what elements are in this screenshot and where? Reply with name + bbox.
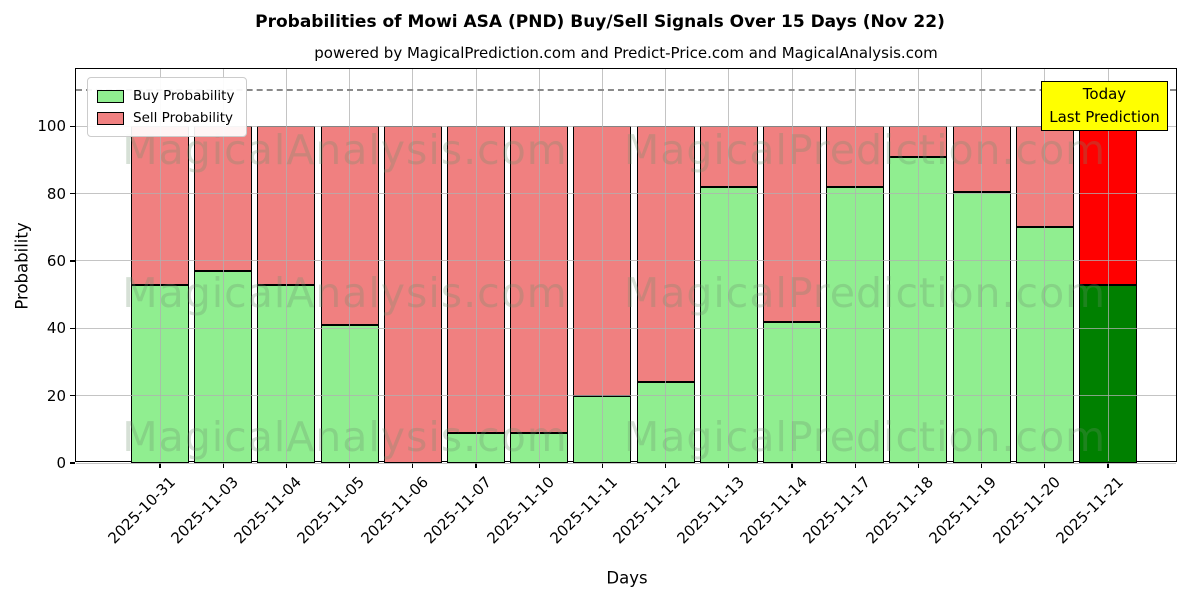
plot-area: Buy Probability Sell Probability Today L… (37, 68, 1177, 547)
annotation-line-2: Last Prediction (1049, 108, 1160, 126)
x-tick-mark-2025-11-10 (538, 463, 540, 468)
y-tick-label-80: 80 (46, 184, 66, 203)
x-tick-label-2025-11-17: 2025-11-17 (799, 473, 874, 548)
x-tick-label-2025-11-05: 2025-11-05 (293, 473, 369, 548)
v-gridline-2025-11-05 (349, 69, 351, 461)
x-tick-label-2025-11-10: 2025-11-10 (483, 473, 558, 548)
x-tick-mark-2025-11-04 (285, 463, 288, 468)
y-tick-label-20: 20 (46, 386, 66, 405)
x-tick-mark-2025-11-17 (854, 463, 856, 468)
v-gridline-2025-11-11 (601, 69, 603, 461)
x-tick-mark-2025-11-07 (475, 463, 477, 468)
y-tick-label-60: 60 (46, 251, 66, 270)
y-tick-label-40: 40 (46, 319, 66, 338)
v-gridline-2025-11-20 (1044, 69, 1046, 461)
y-tick-mark-60 (70, 260, 75, 262)
h-gridline-100 (76, 125, 1176, 127)
v-gridline-2025-11-14 (791, 69, 793, 461)
legend-item-buy: Buy Probability (97, 85, 234, 107)
x-tick-mark-2025-11-03 (222, 463, 224, 468)
y-tick-mark-80 (70, 192, 75, 195)
y-tick-mark-40 (70, 327, 75, 329)
watermark-left-row3: MagicalAnalysis.com (122, 413, 568, 461)
x-tick-label-2025-11-04: 2025-11-04 (230, 473, 306, 548)
y-tick-mark-20 (70, 394, 75, 397)
y-tick-mark-100 (70, 125, 75, 127)
v-gridline-2025-11-04 (285, 69, 287, 461)
sell-color-swatch (97, 111, 124, 125)
v-gridline-2025-11-19 (981, 69, 983, 461)
h-gridline-60 (76, 260, 1176, 262)
v-gridline-2025-11-06 (412, 69, 414, 461)
x-tick-label-2025-11-11: 2025-11-11 (546, 473, 622, 548)
watermark-right-row2: MagicalPrediction.com (623, 269, 1107, 317)
v-gridline-2025-11-10 (538, 69, 540, 461)
x-tick-label-2025-11-19: 2025-11-19 (925, 473, 1001, 548)
x-axis-label: Days (606, 568, 648, 588)
x-tick-mark-2025-11-20 (1044, 463, 1046, 468)
x-tick-label-2025-11-20: 2025-11-20 (989, 473, 1064, 548)
x-tick-mark-2025-11-12 (664, 463, 667, 468)
upper-dashed-guide-line (76, 89, 1176, 92)
legend-item-sell: Sell Probability (97, 107, 234, 129)
x-tick-label-2025-11-14: 2025-11-14 (736, 473, 811, 548)
x-tick-mark-2025-11-11 (601, 463, 604, 468)
v-gridline-2025-10-31 (159, 69, 161, 461)
v-gridline-2025-11-21 (1107, 69, 1109, 461)
x-tick-label-2025-10-31: 2025-10-31 (104, 473, 179, 548)
y-tick-mark-0 (70, 462, 75, 464)
legend-label-buy: Buy Probability (133, 88, 235, 104)
x-tick-mark-2025-11-05 (348, 463, 351, 468)
h-gridline-20 (76, 395, 1176, 397)
watermark-right-row3: MagicalPrediction.com (623, 413, 1107, 461)
x-tick-label-2025-11-18: 2025-11-18 (862, 473, 938, 548)
buy-color-swatch (97, 89, 124, 103)
v-gridline-2025-11-18 (917, 69, 919, 461)
x-tick-mark-2025-11-19 (980, 463, 983, 468)
x-tick-mark-2025-11-06 (412, 463, 414, 468)
x-tick-mark-2025-10-31 (159, 463, 161, 468)
legend: Buy Probability Sell Probability (87, 77, 248, 137)
h-gridline-80 (76, 193, 1176, 195)
v-gridline-2025-11-13 (728, 69, 730, 461)
y-tick-label-100: 100 (37, 117, 66, 136)
y-tick-label-0: 0 (56, 454, 66, 472)
h-gridline-0 (76, 462, 1176, 464)
today-annotation-box: Today Last Prediction (1041, 81, 1168, 131)
v-gridline-2025-11-07 (475, 69, 477, 461)
x-tick-label-2025-11-06: 2025-11-06 (357, 473, 432, 548)
v-gridline-2025-11-17 (854, 69, 856, 461)
watermark-left-row2: MagicalAnalysis.com (122, 269, 568, 317)
x-tick-mark-2025-11-14 (791, 463, 793, 468)
chart-subtitle: powered by MagicalPrediction.com and Pre… (314, 44, 938, 62)
chart-title: Probabilities of Mowi ASA (PND) Buy/Sell… (255, 12, 945, 32)
legend-label-sell: Sell Probability (133, 110, 234, 126)
x-tick-mark-2025-11-13 (728, 463, 730, 468)
x-tick-label-2025-11-21: 2025-11-21 (1052, 473, 1127, 548)
y-axis-label: Probability (12, 222, 32, 310)
x-tick-label-2025-11-12: 2025-11-12 (609, 473, 685, 548)
v-gridline-2025-11-03 (222, 69, 224, 461)
annotation-line-1: Today (1082, 85, 1127, 103)
x-tick-label-2025-11-07: 2025-11-07 (420, 473, 495, 548)
x-tick-mark-2025-11-18 (917, 463, 920, 468)
x-tick-label-2025-11-03: 2025-11-03 (167, 473, 242, 548)
watermark-right-row1: MagicalPrediction.com (623, 126, 1107, 174)
h-gridline-40 (76, 327, 1176, 329)
x-tick-label-2025-11-13: 2025-11-13 (673, 473, 748, 548)
v-gridline-2025-11-12 (665, 69, 667, 461)
x-tick-mark-2025-11-21 (1107, 463, 1109, 468)
